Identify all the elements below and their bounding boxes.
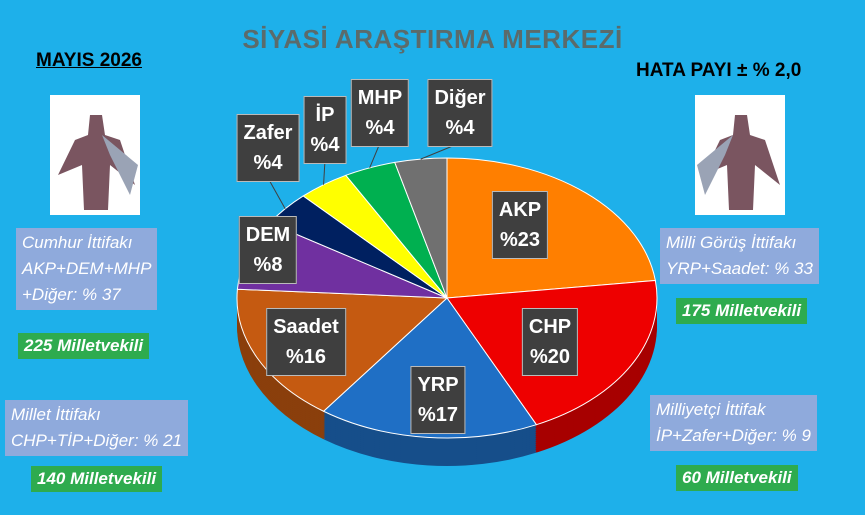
category-label: İP [315,104,335,126]
warrior-image [695,95,785,215]
alliance-box: Milli Görüş İttifakı YRP+Saadet: % 33 [660,228,819,284]
margin-of-error: HATA PAYI ± % 2,0 [636,60,802,81]
value-label: %17 [417,404,459,426]
slice-label: AKP %23 [491,191,549,259]
category-label: Diğer [434,87,486,109]
value-label: %4 [365,117,395,139]
slice-label: CHP %20 [521,308,579,376]
seat-count: 225 Milletvekili [18,333,150,359]
slice [394,157,448,299]
category-label: CHP [528,316,572,338]
slice [446,157,656,299]
alliance-line: YRP+Saadet: % 33 [666,259,813,278]
warrior-image [50,95,140,215]
chart-title: SİYASİ ARAŞTIRMA MERKEZİ [242,24,623,54]
category-label: Saadet [273,316,339,338]
slice-label: Diğer %4 [427,79,493,147]
slice-label: Saadet %16 [266,308,346,376]
slice-label: YRP %17 [410,366,466,434]
value-label: %23 [499,229,541,251]
seat-count: 175 Milletvekili [676,298,808,324]
date: MAYIS 2026 [36,50,142,71]
seat-count: 60 Milletvekili [676,465,798,491]
value-label: %16 [285,346,327,368]
alliance-line: İP+Zafer+Diğer: % 9 [656,426,811,445]
leader-line [267,177,286,210]
value-label: %4 [310,134,340,156]
alliance-line: Milliyetçi İttifak [656,400,766,419]
alliance-line: Milli Görüş İttifakı [666,233,797,252]
alliance-line: Millet İttifakı [11,405,101,424]
alliance-line: +Diğer: % 37 [22,285,121,304]
alliance-box: Millet İttifakı CHP+TİP+Diğer: % 21 [5,400,189,456]
value-label: %4 [253,152,283,174]
value-label: %4 [445,117,475,139]
seat-count: 140 Milletvekili [31,466,163,492]
category-label: DEM [245,224,291,246]
category-label: Zafer [243,122,293,144]
value-label: %8 [253,254,283,276]
category-label: YRP [417,374,459,396]
warrior-icon [697,115,780,210]
category-label: MHP [357,87,403,109]
category-label: AKP [498,199,542,221]
value-label: %20 [529,346,571,368]
alliance-box: Milliyetçi İttifak İP+Zafer+Diğer: % 9 [650,395,817,451]
alliance-line: AKP+DEM+MHP [22,259,152,278]
slice-label: DEM %8 [238,216,298,284]
leader-line [369,142,381,169]
leader-line [323,159,326,185]
slice-label: Zafer %4 [236,114,300,182]
alliance-line: CHP+TİP+Diğer: % 21 [11,431,183,450]
warrior-icon [58,115,138,210]
slice-label: İP %4 [303,96,347,164]
alliance-box: Cumhur İttifakı AKP+DEM+MHP +Diğer: % 37 [16,228,158,310]
alliance-line: Cumhur İttifakı [22,233,133,252]
slice-label: MHP %4 [350,79,410,147]
